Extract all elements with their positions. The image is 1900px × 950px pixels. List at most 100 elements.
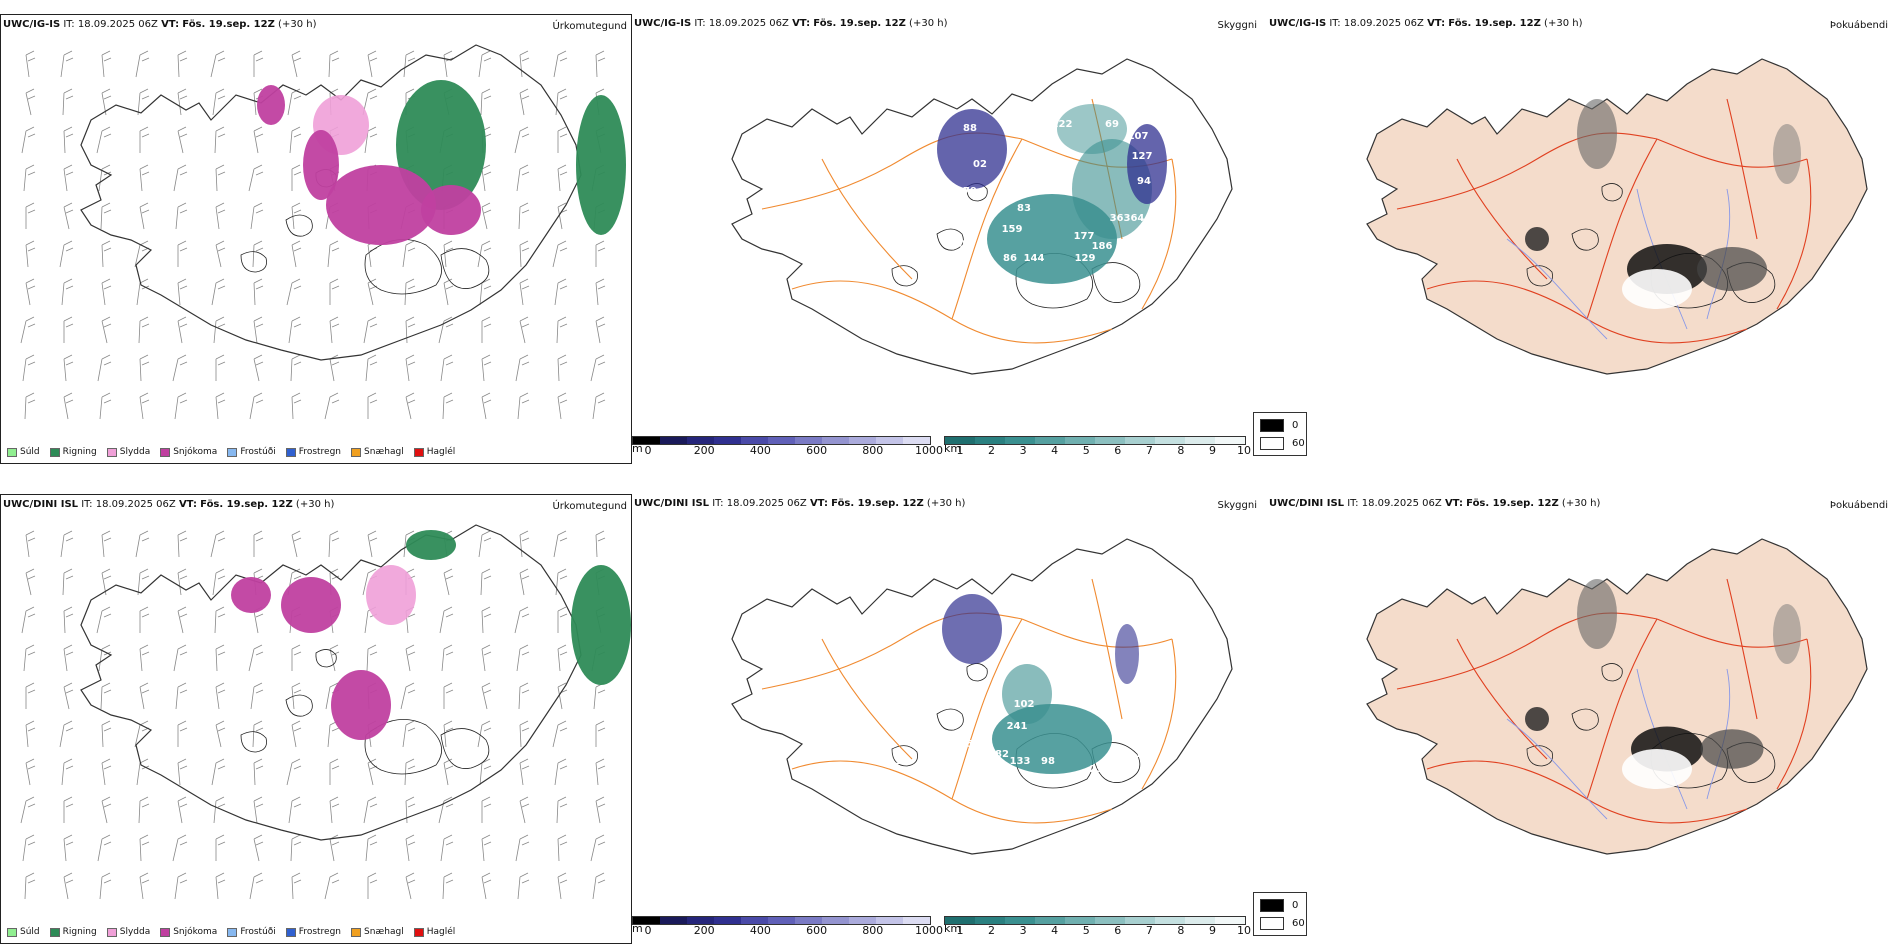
fog-dark-area [1525, 227, 1549, 251]
legend-label: Haglél [426, 927, 456, 937]
colorbar-cell [945, 917, 975, 924]
legend-label: Frostúði [240, 927, 276, 937]
snow-area [326, 165, 436, 245]
fog-clear-area [1622, 269, 1692, 309]
panel-label: Úrkomutegund [552, 21, 627, 32]
legend-item: Slydda [106, 927, 151, 937]
colorbar-cell [1035, 437, 1065, 444]
colorbar-cell [1005, 437, 1035, 444]
colorbar-cell [1005, 917, 1035, 924]
rain-area [406, 530, 456, 560]
colorbar-cell [768, 917, 795, 924]
fog-clear-area [1622, 749, 1692, 789]
colorbar-tick: 800 [862, 444, 884, 457]
colorbar-cells [632, 916, 931, 925]
fog-key: 0 60 [1253, 892, 1307, 936]
colorbar-tick: 6 [1114, 444, 1122, 457]
cloud-base-value: 129 [1075, 253, 1096, 264]
cloud-base-value: 177 [1074, 231, 1095, 242]
legend-item: Rigning [49, 447, 97, 457]
legend-swatch [285, 447, 296, 457]
colorbar-unit: m [632, 922, 643, 935]
iceland-outline [1366, 58, 1868, 375]
fog-map [1366, 538, 1868, 855]
legend-swatch [49, 927, 60, 937]
colorbar-cell [795, 917, 822, 924]
fog-key-swatch-60 [1260, 437, 1284, 450]
wind-barbs [20, 530, 606, 900]
snow-area [231, 577, 271, 613]
cloud-base-value: 12 [895, 756, 909, 767]
cloud-base-value: 94 [1137, 176, 1151, 187]
legend-swatch [7, 447, 17, 457]
colorbar-cell [822, 437, 849, 444]
colorbar-tick: 8 [1177, 924, 1185, 937]
colorbar-tick: 200 [693, 924, 715, 937]
colorbar-cell [849, 437, 876, 444]
precip-legend: Súld Rigning Slydda Snjókoma Frostúði Frostre… [7, 447, 455, 457]
colorbar-unit: m [632, 442, 643, 455]
colorbar-cell [633, 437, 660, 444]
colorbar-cell [945, 437, 975, 444]
panel-header: UWC/DINI ISL IT: 18.09.2025 06Z VT: Fös.… [634, 498, 966, 509]
precip-panel-row2: UWC/DINI ISL IT: 18.09.2025 06Z VT: Fös.… [0, 494, 632, 944]
colorbar-cell [849, 917, 876, 924]
legend-label: Slydda [119, 447, 151, 457]
legend-item: Slydda [106, 447, 151, 457]
legend-item: Súld [7, 927, 40, 937]
colorbar-cells [944, 436, 1246, 445]
snow-area [331, 670, 391, 740]
legend-swatch [413, 447, 424, 457]
visibility-area [1057, 104, 1127, 154]
colorbar-tick: 5 [1082, 924, 1090, 937]
legend-item: Snjókoma [160, 447, 217, 457]
colorbar-tick: 3 [1019, 444, 1027, 457]
colorbar-tick: 10 [1237, 444, 1251, 457]
fog-dark-area [1697, 247, 1767, 291]
cloud-base-value: 86 [915, 254, 929, 265]
fog-dark-area [1773, 604, 1801, 664]
cloud-base-value: 36364 [1110, 213, 1145, 224]
colorbar-cell [1215, 437, 1245, 444]
legend-label: Frostregn [298, 447, 342, 457]
colorbar-tick: 5 [1082, 444, 1090, 457]
cloud-base-value: 103 [952, 239, 973, 250]
colorbar-cell [1215, 917, 1245, 924]
cloud-base-value: 107 [1128, 131, 1149, 142]
colorbar-tick: 0 [644, 924, 652, 937]
colorbar-unit: km [944, 922, 962, 935]
legend-label: Slydda [119, 927, 151, 937]
fog-key-label: 60 [1292, 438, 1305, 449]
fog-dark-area [1773, 124, 1801, 184]
colorbar-cell [1065, 917, 1095, 924]
rain-area [571, 565, 631, 685]
colorbar-tick: 1000 [915, 924, 943, 937]
panel-label: Þokuábendi [1829, 20, 1888, 31]
colorbar-cell [687, 917, 714, 924]
colorbar-cell [714, 437, 741, 444]
colorbar-cell [975, 917, 1005, 924]
colorbar-cell [822, 917, 849, 924]
legend-item: Haglél [413, 447, 455, 457]
visibility-area [1002, 664, 1052, 724]
cloud-base-value: 122 [892, 234, 913, 245]
colorbar-tick: 1 [956, 444, 964, 457]
legend-item: Haglél [413, 927, 456, 937]
legend-swatch [49, 447, 60, 457]
legend-label: Rigning [62, 927, 97, 937]
colorbar-tick: 9 [1208, 444, 1216, 457]
cloud-base-value: 82 [995, 749, 1009, 760]
legend-label: Snæhagl [364, 927, 404, 937]
colorbar-cell [903, 437, 930, 444]
legend-swatch [160, 447, 171, 457]
legend-item: Snæhagl [351, 447, 404, 457]
colorbar-tick: 2 [988, 444, 996, 457]
legend-label: Frostregn [298, 927, 342, 937]
cloud-base-value: 102 [1014, 699, 1035, 710]
fog-key-swatch-0 [1260, 899, 1284, 912]
sleet-area [366, 565, 416, 625]
cloud-base-value: 159 [1002, 224, 1023, 235]
precip-map [20, 44, 626, 420]
